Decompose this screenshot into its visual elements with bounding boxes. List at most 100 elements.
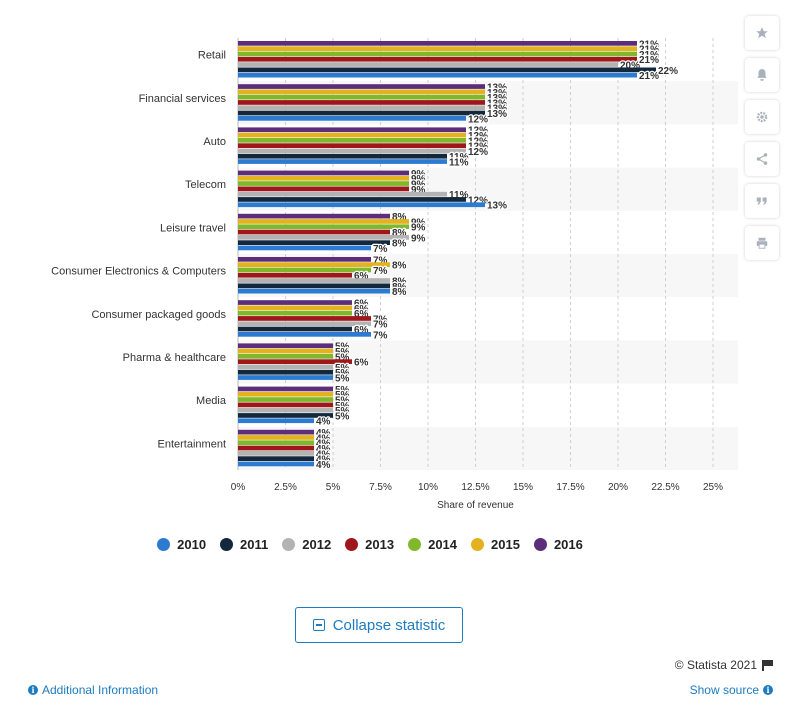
bar xyxy=(238,375,333,380)
legend-marker xyxy=(533,538,547,551)
data-label: 9% xyxy=(411,169,426,180)
bar xyxy=(238,148,466,154)
notification-button[interactable] xyxy=(745,58,779,92)
show-source-link[interactable]: Show source i xyxy=(690,683,773,697)
data-label: 4% xyxy=(316,455,331,466)
legend-item[interactable]: 2011 xyxy=(220,537,268,552)
cite-button[interactable] xyxy=(745,184,779,218)
bar xyxy=(238,197,466,202)
bar-chart: 0% 2.5% 5% 7.5% 10% 12.5% 15% 17.5% 20% 22.5% 25% S… xyxy=(51,38,724,511)
bar xyxy=(238,310,352,316)
bar xyxy=(238,332,371,337)
data-label: 21% xyxy=(639,50,659,61)
chart-area: 0% 2.5% 5% 7.5% 10% 12.5% 15% 17.5% 20% 22.5% 25% S… xyxy=(51,38,724,511)
data-label: 21% xyxy=(639,45,659,56)
print-icon xyxy=(756,237,768,249)
bar xyxy=(238,461,314,467)
legend-label: 2014 xyxy=(428,537,458,552)
settings-button[interactable] xyxy=(745,100,779,134)
print-button[interactable] xyxy=(745,226,779,260)
data-label: 12% xyxy=(468,126,488,137)
data-label: 5% xyxy=(335,411,350,422)
legend-item[interactable]: 2010 xyxy=(157,537,206,552)
data-label: 8% xyxy=(392,287,407,298)
category-label: Leisure travel xyxy=(160,222,226,234)
data-label: 12% xyxy=(468,142,488,153)
bar xyxy=(238,440,314,446)
bar xyxy=(238,159,447,164)
bar xyxy=(238,435,314,440)
x-axis-title: Share of revenue xyxy=(437,500,514,511)
bar xyxy=(238,72,637,78)
legend-label: 2015 xyxy=(491,537,520,552)
bar xyxy=(238,84,485,89)
bar xyxy=(238,105,485,111)
legend-item[interactable]: 2015 xyxy=(471,537,520,552)
bar xyxy=(238,202,485,208)
bar xyxy=(238,89,485,95)
data-label: 5% xyxy=(335,342,350,353)
bar xyxy=(238,51,637,57)
additional-information-link[interactable]: i Additional Information xyxy=(28,683,158,697)
data-label: 12% xyxy=(468,131,488,142)
bar xyxy=(238,235,409,240)
gear-icon xyxy=(756,111,768,123)
copyright: © Statista 2021 xyxy=(675,658,773,672)
bar xyxy=(238,278,390,283)
bar xyxy=(238,127,466,133)
bar xyxy=(238,456,314,461)
bar xyxy=(238,191,447,197)
bar xyxy=(238,181,409,186)
legend-item[interactable]: 2012 xyxy=(282,537,331,552)
bar xyxy=(238,288,390,294)
data-label: 7% xyxy=(373,330,388,341)
bar xyxy=(238,138,466,143)
data-label: 8% xyxy=(392,277,407,288)
data-label: 13% xyxy=(487,201,507,212)
bar xyxy=(238,94,485,100)
collapse-statistic-button[interactable]: Collapse statistic xyxy=(295,607,463,643)
share-icon xyxy=(756,153,768,165)
bar xyxy=(238,305,352,311)
bar xyxy=(238,213,390,219)
bar xyxy=(238,413,333,418)
category-label: Consumer packaged goods xyxy=(91,309,226,321)
bar xyxy=(238,429,314,435)
copyright-text: © Statista 2021 xyxy=(674,658,757,672)
legend-marker xyxy=(408,538,422,551)
legend-item[interactable]: 2014 xyxy=(408,537,457,552)
data-label: 6% xyxy=(354,304,369,315)
data-label: 9% xyxy=(411,174,426,185)
data-label: 6% xyxy=(354,358,369,369)
data-label: 12% xyxy=(468,136,488,147)
legend-label: 2016 xyxy=(553,537,583,552)
bar xyxy=(238,257,371,262)
data-label: 13% xyxy=(487,109,507,120)
bar xyxy=(238,41,637,46)
x-tick-label: 10% xyxy=(418,482,438,493)
side-toolbar xyxy=(745,16,781,268)
bar xyxy=(238,354,333,359)
category-label: Pharma & healthcare xyxy=(123,352,226,364)
share-button[interactable] xyxy=(745,142,779,176)
category-label: Financial services xyxy=(139,93,227,105)
bar xyxy=(238,132,466,138)
data-label: 13% xyxy=(487,104,507,115)
bar xyxy=(238,100,485,105)
bar xyxy=(238,46,637,51)
data-label: 11% xyxy=(449,158,469,169)
legend-item[interactable]: 2013 xyxy=(345,537,394,552)
data-label: 22% xyxy=(658,66,678,77)
x-tick-label: 0% xyxy=(231,482,246,493)
legend-marker xyxy=(471,538,485,551)
x-tick-label: 20% xyxy=(608,482,628,493)
bar xyxy=(238,186,409,192)
legend-marker xyxy=(157,538,171,551)
favorite-button[interactable] xyxy=(745,16,779,50)
flag-icon[interactable] xyxy=(762,659,773,671)
category-label: Auto xyxy=(203,136,226,148)
bar xyxy=(238,343,333,349)
data-label: 4% xyxy=(316,417,331,428)
data-label: 12% xyxy=(468,114,488,125)
legend-item[interactable]: 2016 xyxy=(533,537,583,552)
